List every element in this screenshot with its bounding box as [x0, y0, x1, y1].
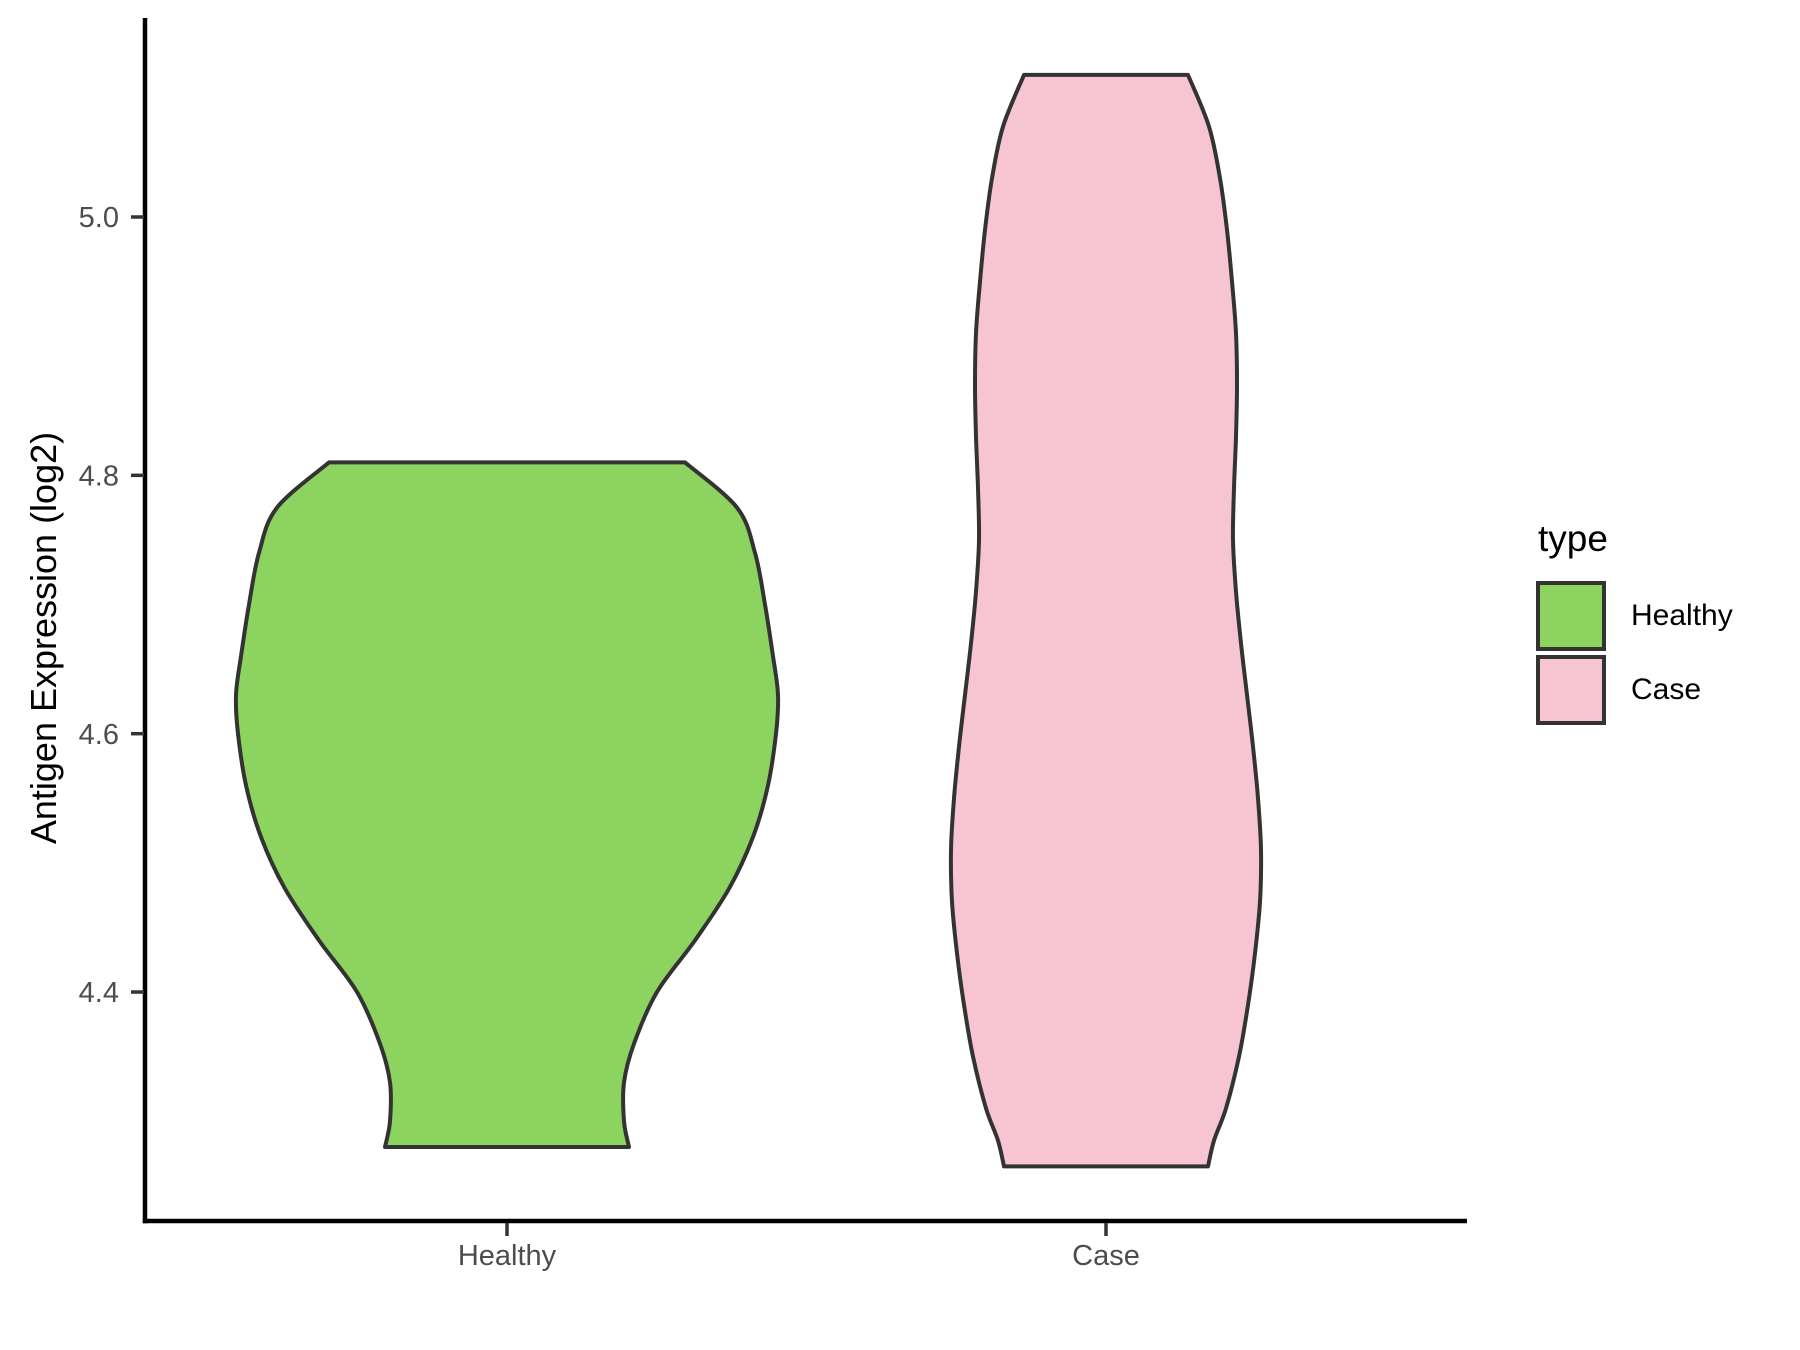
y-axis-title: Antigen Expression (log2)	[23, 431, 64, 845]
legend-entries: Healthy Case	[1536, 580, 1733, 725]
legend-swatch-healthy	[1536, 580, 1606, 651]
x-tick-label: Case	[1072, 1240, 1140, 1272]
y-tick-label: 4.6	[79, 719, 119, 751]
legend-label: Case	[1631, 672, 1702, 706]
y-tick-label: 5.0	[79, 202, 119, 234]
x-tick-label: Healthy	[458, 1240, 557, 1272]
legend-swatch-case	[1536, 654, 1606, 725]
legend-label: Healthy	[1631, 598, 1733, 632]
legend-entry-case: Case	[1536, 654, 1733, 725]
legend: type Healthy Case	[1536, 518, 1733, 729]
legend-title: type	[1538, 518, 1608, 559]
violin-healthy	[233, 460, 781, 1149]
violin-case	[948, 72, 1264, 1169]
legend-entry-healthy: Healthy	[1536, 580, 1733, 651]
y-tick-label: 4.4	[79, 977, 119, 1009]
y-tick-label: 4.8	[79, 460, 119, 492]
